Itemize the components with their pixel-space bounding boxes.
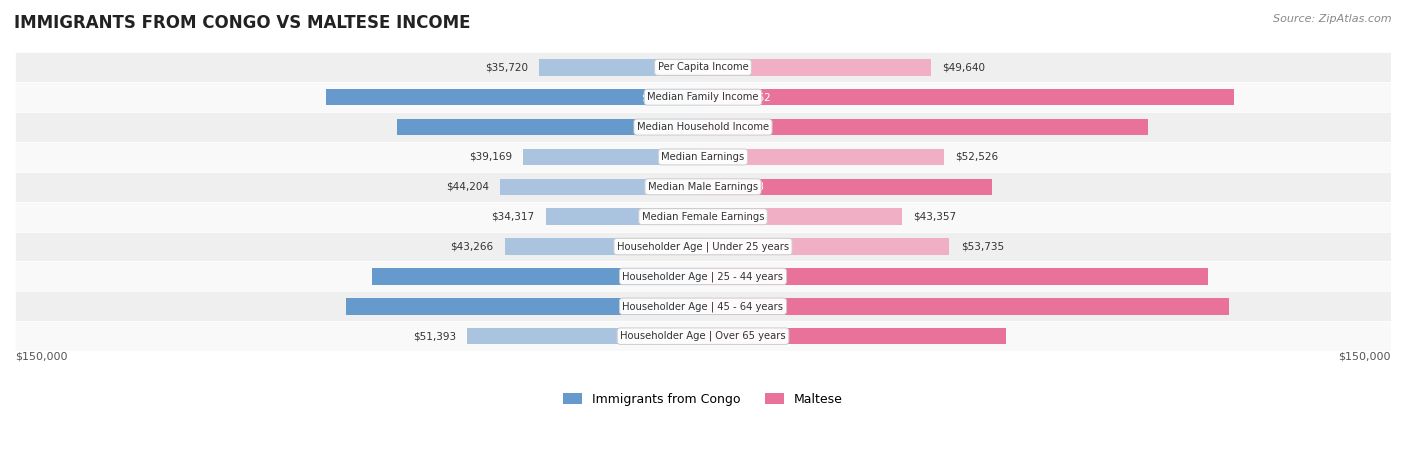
Bar	[15, 232, 1391, 262]
Text: $43,266: $43,266	[450, 241, 494, 252]
Text: Source: ZipAtlas.com: Source: ZipAtlas.com	[1274, 14, 1392, 24]
Bar	[396, 119, 703, 135]
Text: Median Male Earnings: Median Male Earnings	[648, 182, 758, 192]
Legend: Immigrants from Congo, Maltese: Immigrants from Congo, Maltese	[558, 388, 848, 410]
Text: Median Household Income: Median Household Income	[637, 122, 769, 132]
Text: $66,768: $66,768	[641, 122, 685, 132]
Text: $114,754: $114,754	[721, 301, 770, 311]
Text: $44,204: $44,204	[446, 182, 489, 192]
Text: $51,393: $51,393	[413, 331, 456, 341]
Bar	[546, 208, 703, 225]
Bar	[15, 202, 1391, 232]
Bar	[15, 172, 1391, 202]
Bar	[703, 59, 931, 76]
Bar	[15, 82, 1391, 112]
Bar	[501, 178, 703, 195]
Bar	[373, 268, 703, 285]
Bar	[703, 268, 1208, 285]
Text: $72,178: $72,178	[641, 271, 685, 282]
Bar	[523, 149, 703, 165]
Bar	[703, 238, 949, 255]
Bar	[346, 298, 703, 314]
Text: $34,317: $34,317	[491, 212, 534, 222]
Text: $62,953: $62,953	[721, 182, 765, 192]
Bar	[15, 112, 1391, 142]
Text: $150,000: $150,000	[1339, 352, 1391, 362]
Bar	[467, 328, 703, 344]
Bar	[15, 262, 1391, 291]
Text: $82,216: $82,216	[641, 92, 685, 102]
Text: $43,357: $43,357	[914, 212, 956, 222]
Bar	[703, 328, 1005, 344]
Text: Per Capita Income: Per Capita Income	[658, 62, 748, 72]
Bar	[703, 149, 943, 165]
Text: Householder Age | Over 65 years: Householder Age | Over 65 years	[620, 331, 786, 341]
Bar	[703, 208, 901, 225]
Bar	[15, 321, 1391, 351]
Text: $49,640: $49,640	[942, 62, 986, 72]
Text: $39,169: $39,169	[468, 152, 512, 162]
Text: $110,064: $110,064	[721, 271, 770, 282]
Text: $77,850: $77,850	[641, 301, 685, 311]
Text: $35,720: $35,720	[485, 62, 527, 72]
Bar	[703, 89, 1234, 106]
Bar	[505, 238, 703, 255]
Bar	[703, 119, 1147, 135]
Text: $52,526: $52,526	[956, 152, 998, 162]
Bar	[326, 89, 703, 106]
Text: IMMIGRANTS FROM CONGO VS MALTESE INCOME: IMMIGRANTS FROM CONGO VS MALTESE INCOME	[14, 14, 471, 32]
Bar	[15, 142, 1391, 172]
Text: Median Female Earnings: Median Female Earnings	[641, 212, 765, 222]
Text: $150,000: $150,000	[15, 352, 67, 362]
Bar	[703, 178, 991, 195]
Text: Householder Age | 45 - 64 years: Householder Age | 45 - 64 years	[623, 301, 783, 311]
Text: Median Earnings: Median Earnings	[661, 152, 745, 162]
Bar	[15, 52, 1391, 82]
Text: Householder Age | 25 - 44 years: Householder Age | 25 - 44 years	[623, 271, 783, 282]
Text: $115,862: $115,862	[721, 92, 770, 102]
Text: $53,735: $53,735	[960, 241, 1004, 252]
Text: Householder Age | Under 25 years: Householder Age | Under 25 years	[617, 241, 789, 252]
Text: $97,015: $97,015	[721, 122, 765, 132]
Bar	[703, 298, 1229, 314]
Bar	[538, 59, 703, 76]
Text: Median Family Income: Median Family Income	[647, 92, 759, 102]
Bar	[15, 291, 1391, 321]
Text: $66,027: $66,027	[721, 331, 765, 341]
